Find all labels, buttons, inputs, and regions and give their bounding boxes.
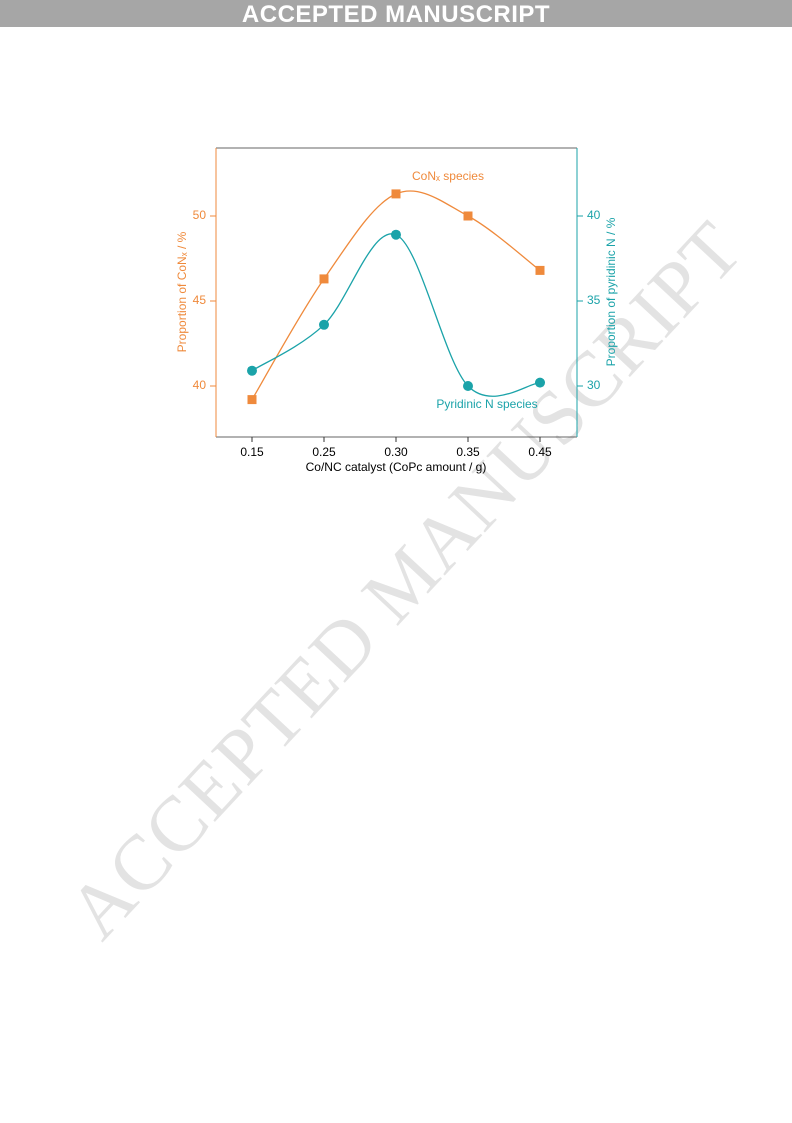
y-axis-label: Proportion of CoNₓ / % [175, 231, 189, 352]
series-label: CoNₓ species [412, 169, 484, 183]
y2-tick-label: 40 [587, 208, 601, 222]
data-point [319, 319, 329, 330]
data-point [247, 395, 257, 405]
x-tick-label: 0.25 [312, 445, 336, 459]
y2-tick-label: 35 [587, 293, 601, 307]
y2-tick-label: 30 [587, 378, 601, 392]
x-tick-label: 0.45 [528, 445, 552, 459]
series-label: Pyridinic N species [436, 397, 537, 411]
data-point [319, 274, 329, 284]
data-point [463, 211, 473, 221]
data-point [535, 377, 545, 388]
x-axis-label: Co/NC catalyst (CoPc amount / g) [306, 460, 487, 474]
x-tick-label: 0.30 [384, 445, 408, 459]
y-tick-label: 40 [193, 378, 207, 392]
series-line [251, 233, 541, 397]
y-tick-label: 50 [193, 208, 207, 222]
data-point [391, 229, 401, 240]
series-line [251, 190, 541, 400]
data-point [463, 381, 473, 391]
y-tick-label: 45 [193, 293, 207, 307]
y2-axis-label: Proportion of pyridinic N / % [604, 217, 618, 366]
x-tick-label: 0.35 [456, 445, 480, 459]
banner: ACCEPTED MANUSCRIPT [0, 0, 792, 28]
x-tick-label: 0.15 [240, 445, 264, 459]
data-point [247, 365, 257, 376]
data-point [391, 189, 401, 199]
data-point [535, 265, 545, 275]
